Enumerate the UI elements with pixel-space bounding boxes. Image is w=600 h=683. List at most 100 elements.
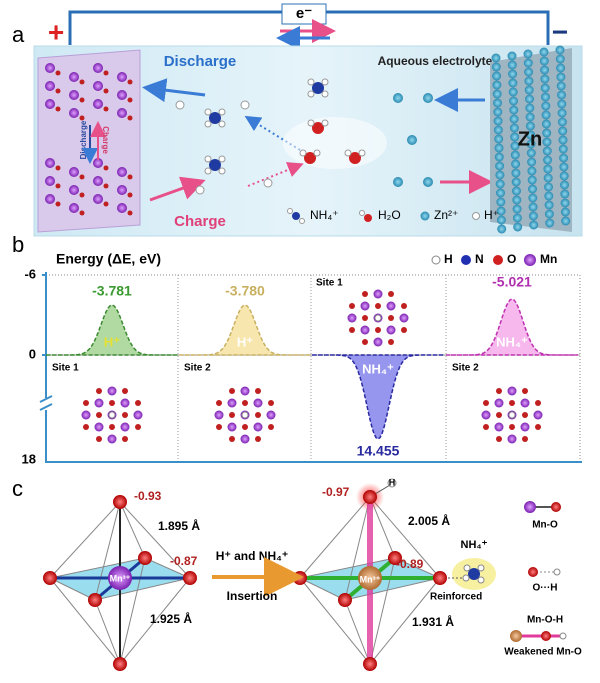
atom [557,90,566,100]
o-atom [483,424,489,430]
mn-atom [373,337,383,347]
h-atom [204,108,212,116]
energy-peak [446,298,578,356]
mn-atom [133,410,143,420]
atom [55,70,61,76]
proton [175,100,185,110]
atom [117,203,127,213]
atom [507,51,517,61]
legend: H N O Mn [431,252,557,266]
mn-atom [81,410,91,420]
zn-ion [393,177,403,187]
mn-atom [253,398,263,408]
o-atom [122,436,128,442]
atom [544,200,554,210]
atom [510,132,520,142]
edge [344,496,371,601]
o-atom [135,400,141,406]
o-atom [401,303,407,309]
h-atom [307,78,315,86]
atom [525,94,534,104]
edge [94,577,191,601]
energy-peak [46,304,178,356]
atom [45,158,55,168]
atom [512,213,522,223]
legend-icon [420,211,430,221]
center-label: Mn³⁺ [110,573,131,583]
mn-atom [373,289,383,299]
atom [528,193,538,203]
atom [496,197,506,207]
o-atom [83,400,89,406]
mn-atom [94,422,104,432]
atom [543,173,553,183]
mn-atom [507,386,517,396]
atom [117,167,127,177]
legend: NH₄⁺ H₂O Zn²⁺ H⁺ [287,208,499,224]
atom [526,139,536,149]
legend-label: H [444,252,453,266]
atom [69,203,79,213]
o-atom [496,388,502,394]
guest [508,411,516,419]
atom [513,222,523,232]
o-atom [268,400,274,406]
edge [94,599,121,665]
panel-b: b Energy (ΔE, eV) H N O Mn -6 0 18 -3.78… [12,232,582,466]
o-atom [135,424,141,430]
site-label: Site 2 [452,363,479,374]
atom [45,99,55,109]
mn-atom [386,301,396,311]
o-atom [338,593,352,607]
o-atom [509,424,515,430]
mn-atom [520,398,530,408]
atom [127,192,133,198]
legend-label: Mn [540,252,557,266]
atom [555,54,565,64]
o-atom [43,571,57,585]
o-atom [496,436,502,442]
atom [545,218,555,228]
edge [299,557,396,579]
o-atom [229,388,235,394]
atom [496,206,506,216]
electrode-charge: Charge [101,126,110,154]
o-atom [242,400,248,406]
atom [527,157,537,167]
atom [559,153,569,163]
legend-label: N [475,252,484,266]
mn-atom [240,386,250,396]
edge [344,599,371,665]
atom [541,110,551,120]
h-atom [299,149,307,157]
atom [561,216,571,226]
h-atom [204,120,212,128]
atom [523,49,533,59]
h-atom [307,119,315,127]
guest [108,411,116,419]
o-atom [362,291,368,297]
legend-icon [472,212,480,220]
atom [494,143,504,153]
zn-ion [423,93,433,103]
o-atom [375,327,381,333]
ion-label: H⁺ [237,334,253,349]
center-label: Mn³⁺ [360,574,381,584]
o-atom [109,424,115,430]
atom [493,125,503,135]
bond-label: 1.925 Å [150,611,192,626]
o-atom [388,315,394,321]
mn-atom [120,398,130,408]
edge [119,557,146,665]
h-atom [218,120,226,128]
arrow-label: Insertion [227,589,278,603]
energy-peaks [46,298,578,440]
o-atom [401,327,407,333]
mn-atom [494,398,504,408]
o-atom [375,303,381,309]
atom [556,63,566,73]
atom [127,79,133,85]
axis-break [39,395,53,411]
atom [93,194,103,204]
atom [524,76,534,86]
